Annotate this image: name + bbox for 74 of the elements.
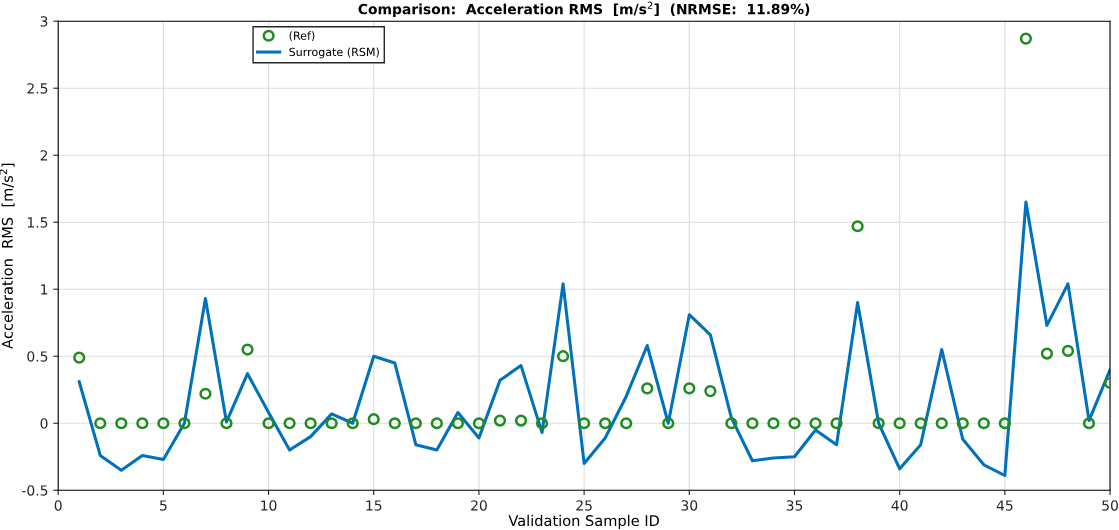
point [451, 417, 465, 430]
point [304, 417, 317, 430]
point [704, 384, 717, 398]
point [641, 382, 654, 395]
line-series [77, 200, 1111, 478]
point [662, 417, 675, 430]
point [514, 414, 528, 427]
x-tick-label: 5 [160, 500, 167, 511]
point [94, 417, 107, 430]
point [430, 417, 443, 430]
point [893, 417, 906, 430]
point [599, 417, 612, 430]
x-tick-label: 0 [54, 500, 62, 511]
x-tick-label: 15 [366, 500, 382, 511]
x-tick-label: 45 [996, 500, 1013, 511]
point [683, 382, 696, 395]
point [136, 417, 149, 430]
x-axis-title: Validation Sample ID [508, 514, 659, 529]
y-tick-label: 2.5 [27, 83, 48, 94]
x-tick-label: 35 [786, 500, 803, 511]
y-tick-label: 2 [40, 150, 48, 161]
point [1061, 344, 1075, 357]
chart-title: Comparison: Acceleration RMS [m/s$^{2}$] (NRMSE: 11.89%) [358, 1, 810, 18]
point [1040, 347, 1054, 360]
legend-label: (Ref) [289, 31, 315, 42]
point [872, 417, 885, 430]
point [1082, 417, 1096, 430]
point [283, 417, 296, 430]
point [830, 417, 843, 430]
y-tick-label: 1.5 [27, 217, 48, 228]
point [914, 417, 927, 430]
point [73, 351, 86, 364]
y-axis-title: Acceleration RMS [m/s$^{2}$] [0, 163, 15, 349]
point [620, 417, 633, 430]
point [178, 417, 191, 430]
point [157, 417, 170, 430]
point [556, 350, 570, 363]
point [998, 417, 1011, 430]
point [935, 417, 948, 430]
point [746, 417, 759, 430]
legend-label: Surrogate (RSM) [289, 47, 379, 59]
point [977, 417, 990, 430]
x-tick-label: 25 [576, 500, 592, 511]
point [578, 417, 591, 430]
point [788, 417, 801, 430]
point [367, 413, 380, 426]
point [535, 417, 549, 430]
point [388, 417, 401, 430]
point [325, 417, 338, 430]
point [1019, 32, 1033, 45]
x-tick-label: 20 [471, 500, 487, 511]
point [220, 417, 233, 430]
y-tick-label: 0 [40, 418, 48, 429]
point [199, 387, 212, 400]
point [725, 417, 738, 430]
y-tick-label: 3 [40, 16, 48, 27]
point [472, 417, 486, 430]
point [809, 417, 822, 430]
point [956, 417, 969, 430]
point [409, 417, 422, 430]
point [493, 414, 507, 427]
point [346, 417, 359, 430]
y-tick-label: 0.5 [27, 351, 48, 362]
y-tick-label: 1 [41, 284, 48, 295]
point [767, 417, 780, 430]
x-tick-label: 10 [261, 500, 277, 511]
point [851, 220, 864, 233]
point [241, 343, 254, 356]
x-tick-label: 40 [891, 500, 908, 511]
x-tick-label: 30 [681, 500, 698, 511]
y-tick-label: -0.5 [22, 485, 48, 496]
point [262, 417, 275, 430]
point [115, 417, 128, 430]
x-tick-label: 50 [1102, 500, 1118, 511]
